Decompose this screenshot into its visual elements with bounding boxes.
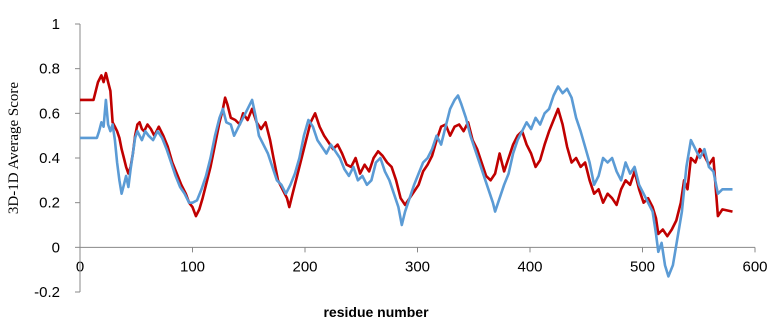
y-tick-label: 0 <box>52 239 60 256</box>
x-tick-label: 500 <box>630 258 655 275</box>
x-tick-label: 400 <box>517 258 542 275</box>
y-tick-label: 0.4 <box>39 150 60 167</box>
y-tick-label: 0.8 <box>39 61 60 78</box>
x-tick-label: 100 <box>180 258 205 275</box>
y-tick-label: 0.2 <box>39 195 60 212</box>
series-layer <box>80 71 733 278</box>
y-tick-label: 0.6 <box>39 105 60 122</box>
x-axis-title: residue number <box>323 304 429 320</box>
y-tick-label: 1 <box>52 16 60 33</box>
y-tick-label: -0.2 <box>34 284 60 301</box>
x-tick-label: 200 <box>292 258 317 275</box>
series-line-1 <box>80 71 733 238</box>
x-axis-tick-labels: 0 100 200 300 400 500 600 <box>76 247 768 275</box>
y-axis-tick-labels: -0.2 0 0.2 0.4 0.6 0.8 1 <box>34 16 80 301</box>
series-line-2 <box>80 85 733 278</box>
y-axis-title: 3D-1D Average Score <box>6 82 22 215</box>
x-tick-label: 300 <box>405 258 430 275</box>
x-tick-label: 600 <box>742 258 767 275</box>
